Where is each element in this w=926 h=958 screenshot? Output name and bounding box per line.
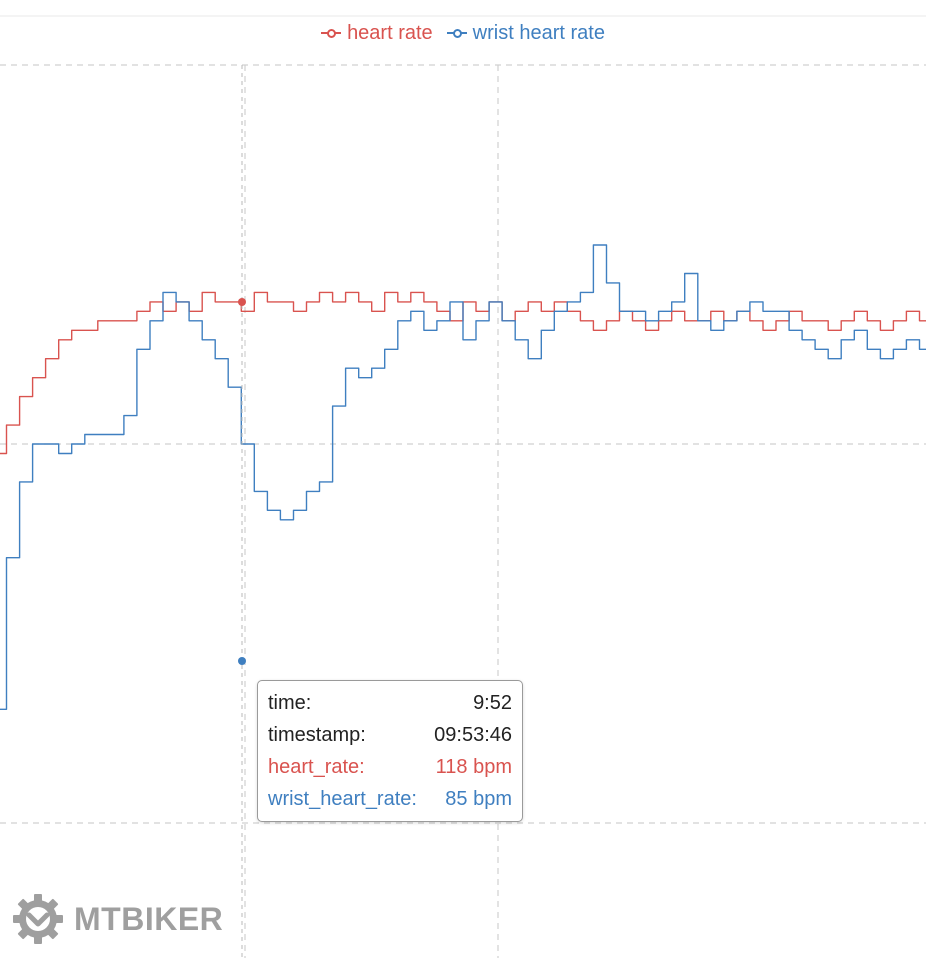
- watermark: MTBIKER: [12, 893, 223, 945]
- hover-marker-wrist-heart-rate: [238, 657, 246, 665]
- tooltip-row-wrist-heart-rate: wrist_heart_rate: 85 bpm: [268, 783, 512, 815]
- hover-layer: [238, 65, 246, 958]
- legend-line-marker-icon: [446, 27, 467, 39]
- tooltip-value: 9:52: [473, 692, 512, 714]
- tooltip-label: wrist_heart_rate:: [268, 788, 417, 810]
- series-layer: [0, 244, 926, 710]
- legend-label-heart-rate: heart rate: [347, 22, 433, 44]
- grid-layer: [0, 64, 926, 958]
- legend-line-marker-icon: [321, 27, 342, 39]
- legend: heart rate wrist heart rate: [0, 20, 926, 46]
- legend-item-heart-rate[interactable]: heart rate: [321, 20, 433, 46]
- legend-item-wrist-heart-rate[interactable]: wrist heart rate: [446, 20, 605, 46]
- series-line-wrist-heart-rate[interactable]: [0, 244, 926, 710]
- hover-tooltip: time: 9:52 timestamp: 09:53:46 heart_rat…: [257, 680, 523, 822]
- tooltip-row-timestamp: timestamp: 09:53:46: [268, 719, 512, 751]
- tooltip-label: timestamp:: [268, 724, 366, 746]
- legend-label-wrist-heart-rate: wrist heart rate: [472, 22, 605, 44]
- tooltip-label: heart_rate:: [268, 756, 365, 778]
- watermark-text: MTBIKER: [74, 900, 224, 937]
- tooltip-row-heart-rate: heart_rate: 118 bpm: [268, 751, 512, 783]
- tooltip-label: time:: [268, 692, 312, 714]
- gear-logo-icon: [13, 894, 63, 944]
- tooltip-row-time: time: 9:52: [268, 687, 512, 719]
- hover-marker-heart-rate: [238, 298, 246, 306]
- tooltip-value: 118 bpm: [435, 756, 512, 778]
- tooltip-value: 85 bpm: [445, 788, 512, 810]
- tooltip-value: 09:53:46: [434, 724, 512, 746]
